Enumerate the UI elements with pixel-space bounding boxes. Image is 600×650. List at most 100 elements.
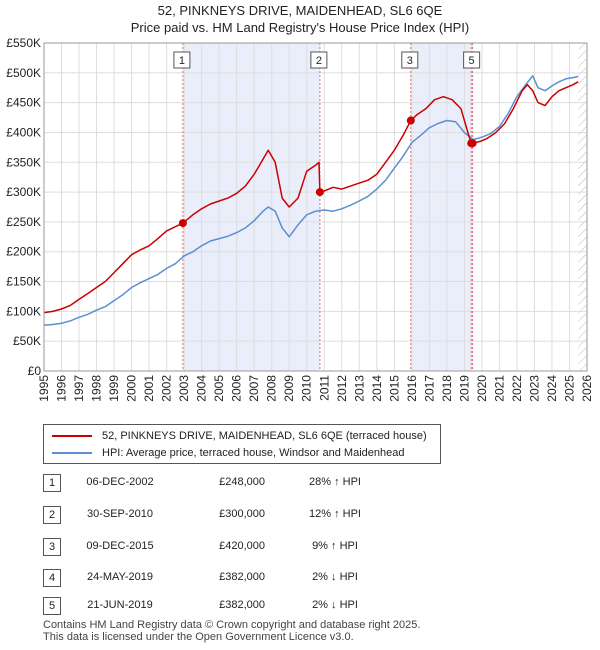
legend-swatch-property xyxy=(52,435,92,437)
transaction-number: 3 xyxy=(43,538,61,556)
x-tick-label: 2025 xyxy=(562,375,576,402)
x-tick-label: 2013 xyxy=(352,375,366,402)
y-tick-label: £250K xyxy=(6,215,41,229)
transaction-number: 1 xyxy=(43,474,61,492)
x-tick-label: 2010 xyxy=(300,375,314,402)
price-chart: 1 2 3 5 £0 £50K £100K £150K £200K £250K £300K £350K… xyxy=(6,36,594,402)
sale-label-number: 2 xyxy=(316,55,322,67)
legend-swatch-hpi xyxy=(52,452,92,454)
x-tick-label: 2006 xyxy=(230,375,244,402)
transaction-row: 4 24-MAY-2019 £382,000 2% ↓ HPI xyxy=(0,569,600,589)
x-tick-label: 2014 xyxy=(370,375,384,402)
x-tick-label: 2002 xyxy=(160,375,174,402)
y-tick-label: £200K xyxy=(6,245,41,259)
ownership-shade xyxy=(410,43,473,371)
x-tick-label: 2026 xyxy=(580,375,594,402)
x-tick-label: 2024 xyxy=(545,375,559,402)
transaction-date: 24-MAY-2019 xyxy=(86,571,154,583)
chart-title: 52, PINKNEYS DRIVE, MAIDENHEAD, SL6 6QE xyxy=(157,3,443,18)
transaction-row: 5 21-JUN-2019 £382,000 2% ↓ HPI xyxy=(0,597,600,617)
chart-subtitle: Price paid vs. HM Land Registry's House … xyxy=(130,20,470,35)
transaction-price: £420,000 xyxy=(219,540,265,552)
forecast-hatch xyxy=(578,43,587,371)
transaction-hpi: 28% ↑ HPI xyxy=(309,476,361,488)
x-tick-label: 2008 xyxy=(265,375,279,402)
transaction-hpi: 9% ↑ HPI xyxy=(312,540,358,552)
sale-label-number: 1 xyxy=(179,55,185,67)
x-tick-label: 2021 xyxy=(492,375,506,402)
sale-label-box: 1 xyxy=(173,51,191,69)
x-tick-label: 2022 xyxy=(510,375,524,402)
sale-point xyxy=(468,139,477,148)
sale-label-frame xyxy=(401,51,419,69)
x-tick-label: 2016 xyxy=(405,375,419,402)
x-tick-label: 2019 xyxy=(457,375,471,402)
y-tick-label: £0 xyxy=(28,364,42,378)
transaction-row: 3 09-DEC-2015 £420,000 9% ↑ HPI xyxy=(0,538,600,558)
hpi-line xyxy=(43,75,579,326)
sale-label-number: 5 xyxy=(469,55,475,67)
x-tick-label: 2007 xyxy=(247,375,261,402)
x-tick-label: 2017 xyxy=(422,375,436,402)
legend-item-hpi: HPI: Average price, terraced house, Wind… xyxy=(44,445,404,461)
y-tick-label: £100K xyxy=(6,304,41,318)
x-tick-label: 2005 xyxy=(212,375,226,402)
sale-label-frame xyxy=(310,51,328,69)
transaction-hpi: 2% ↓ HPI xyxy=(312,571,358,583)
x-tick-label: 2004 xyxy=(195,375,209,402)
sale-label-box: 3 xyxy=(401,51,419,69)
transaction-number: 4 xyxy=(43,569,61,587)
transaction-date: 06-DEC-2002 xyxy=(86,476,154,488)
y-tick-label: £50K xyxy=(13,334,41,348)
x-tick-label: 1997 xyxy=(72,375,86,402)
x-tick-label: 2020 xyxy=(475,375,489,402)
x-tick-label: 1995 xyxy=(37,375,51,402)
transaction-number: 2 xyxy=(43,506,61,524)
y-tick-label: £550K xyxy=(6,36,41,50)
sale-label-frame xyxy=(463,51,481,69)
legend: 52, PINKNEYS DRIVE, MAIDENHEAD, SL6 6QE … xyxy=(43,424,441,464)
transaction-price: £382,000 xyxy=(219,599,265,611)
x-tick-label: 2003 xyxy=(177,375,191,402)
transaction-hpi: 12% ↑ HPI xyxy=(309,508,361,520)
transaction-date: 09-DEC-2015 xyxy=(86,540,154,552)
x-tick-label: 1996 xyxy=(55,375,69,402)
footer-licence: This data is licensed under the Open Gov… xyxy=(43,631,354,643)
x-tick-label: 2000 xyxy=(125,375,139,402)
x-tick-label: 2018 xyxy=(440,375,454,402)
transaction-date: 21-JUN-2019 xyxy=(87,599,153,611)
transaction-row: 1 06-DEC-2002 £248,000 28% ↑ HPI xyxy=(0,474,600,494)
y-tick-label: £450K xyxy=(6,96,41,110)
plot-border xyxy=(43,42,588,372)
x-tick-label: 2023 xyxy=(527,375,541,402)
sale-label-box: 2 xyxy=(310,51,328,69)
x-tick-label: 2012 xyxy=(335,375,349,402)
x-tick-label: 1998 xyxy=(90,375,104,402)
y-tick-label: £350K xyxy=(6,155,41,169)
sale-point xyxy=(178,219,187,228)
x-tick-label: 2015 xyxy=(387,375,401,402)
sale-label-frame xyxy=(173,51,191,69)
y-tick-label: £400K xyxy=(6,125,41,139)
transaction-price: £248,000 xyxy=(219,476,265,488)
footer-copyright: Contains HM Land Registry data © Crown c… xyxy=(43,619,421,631)
sale-label-number: 3 xyxy=(407,55,413,67)
x-tick-label: 2011 xyxy=(317,375,331,401)
sale-label-box: 5 xyxy=(463,51,481,69)
transaction-row: 2 30-SEP-2010 £300,000 12% ↑ HPI xyxy=(0,506,600,526)
x-tick-label: 1999 xyxy=(107,375,121,402)
y-tick-label: £150K xyxy=(6,275,41,289)
y-tick-label: £300K xyxy=(6,185,41,199)
legend-item-property: 52, PINKNEYS DRIVE, MAIDENHEAD, SL6 6QE … xyxy=(44,428,427,444)
x-tick-label: 2009 xyxy=(282,375,296,402)
y-tick-label: £500K xyxy=(6,66,41,80)
legend-label-hpi: HPI: Average price, terraced house, Wind… xyxy=(102,447,405,459)
transaction-date: 30-SEP-2010 xyxy=(86,508,154,520)
transaction-number: 5 xyxy=(43,597,61,615)
sale-point xyxy=(406,116,415,125)
transaction-hpi: 2% ↓ HPI xyxy=(312,599,358,611)
sale-point xyxy=(315,188,324,197)
transaction-price: £300,000 xyxy=(219,508,265,520)
legend-label-property: 52, PINKNEYS DRIVE, MAIDENHEAD, SL6 6QE … xyxy=(102,430,427,442)
transaction-price: £382,000 xyxy=(219,571,265,583)
